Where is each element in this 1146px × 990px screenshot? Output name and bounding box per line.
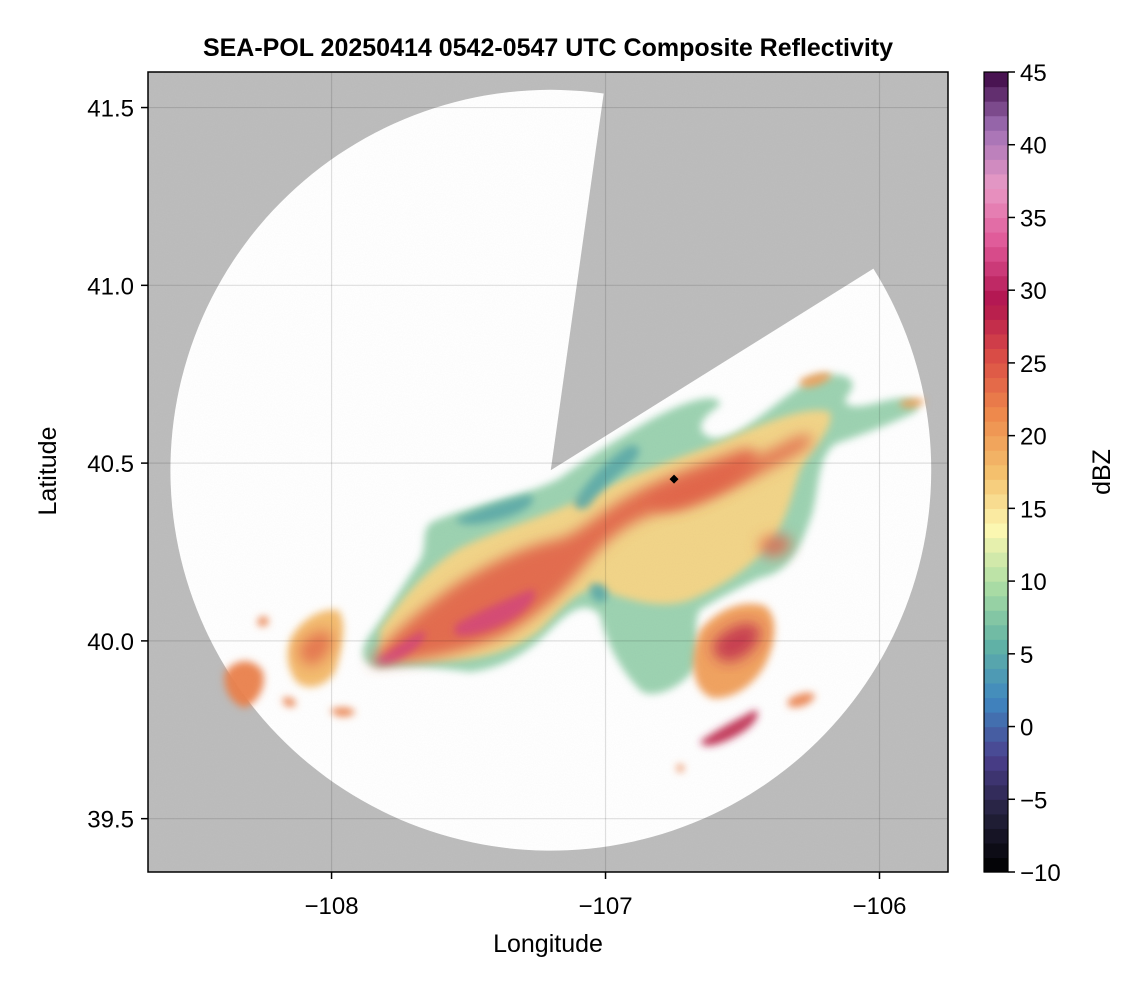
colorbar-segment <box>984 421 1008 437</box>
chart-title: SEA-POL 20250414 0542-0547 UTC Composite… <box>203 34 893 62</box>
colorbar: −10 −5 0 5 10 15 20 25 30 35 40 45 dBZ <box>983 60 1116 887</box>
colorbar-tick-label: 25 <box>1020 351 1047 378</box>
colorbar-segment <box>984 232 1008 248</box>
colorbar-tick-label: 10 <box>1020 569 1047 596</box>
y-tick-label: 40.0 <box>87 629 134 656</box>
y-tick-label: 39.5 <box>87 807 134 834</box>
colorbar-tick-label: −10 <box>1020 860 1061 887</box>
colorbar-segment <box>984 130 1008 146</box>
colorbar-segment <box>984 392 1008 408</box>
x-tick-label: −106 <box>852 893 906 920</box>
x-tick-label: −107 <box>579 893 633 920</box>
colorbar-segment <box>984 217 1008 233</box>
colorbar-frame <box>983 71 1009 873</box>
y-axis: 39.5 40.0 40.5 41.0 41.5 <box>87 96 148 834</box>
colorbar-tick-label: 0 <box>1020 715 1033 742</box>
colorbar-tick-label: 20 <box>1020 424 1047 451</box>
colorbar-segment <box>984 857 1008 873</box>
echo-texture <box>148 72 948 872</box>
colorbar-segment <box>984 639 1008 655</box>
colorbar-segment <box>984 115 1008 131</box>
colorbar-segment <box>984 464 1008 480</box>
colorbar-segment <box>984 72 1008 88</box>
colorbar-tick-label: −5 <box>1020 787 1047 814</box>
colorbar-tick-label: 15 <box>1020 496 1047 523</box>
colorbar-segment <box>984 552 1008 568</box>
colorbar-tick-label: 30 <box>1020 278 1047 305</box>
colorbar-segment <box>984 697 1008 713</box>
colorbar-segment <box>984 101 1008 117</box>
colorbar-segment <box>984 319 1008 335</box>
y-axis-label: Latitude <box>34 427 62 516</box>
radar-site-marker <box>669 474 679 484</box>
colorbar-segment <box>984 610 1008 626</box>
colorbar-segment <box>984 159 1008 175</box>
colorbar-segment <box>984 624 1008 640</box>
colorbar-segments <box>984 72 1008 873</box>
colorbar-segment <box>984 362 1008 379</box>
colorbar-segment <box>984 581 1008 597</box>
colorbar-segment <box>984 246 1008 262</box>
colorbar-tick-label: 45 <box>1020 60 1047 87</box>
x-tick-label: −108 <box>305 893 359 920</box>
colorbar-segment <box>984 770 1008 786</box>
reflectivity-echoes <box>148 72 948 872</box>
colorbar-segment <box>984 784 1008 800</box>
colorbar-segment <box>984 173 1008 189</box>
colorbar-segment <box>984 290 1008 306</box>
colorbar-segment <box>984 755 1008 771</box>
colorbar-tick-label: 40 <box>1020 133 1047 160</box>
colorbar-segment <box>984 537 1008 553</box>
colorbar-ticks: −10 −5 0 5 10 15 20 25 30 35 40 45 <box>1008 60 1061 887</box>
colorbar-segment <box>984 188 1008 204</box>
colorbar-segment <box>984 799 1008 815</box>
colorbar-segment <box>984 668 1008 684</box>
colorbar-segment <box>984 304 1008 320</box>
colorbar-segment <box>984 595 1008 611</box>
colorbar-segment <box>984 508 1008 524</box>
colorbar-segment <box>984 261 1008 277</box>
colorbar-segment <box>984 493 1008 509</box>
colorbar-segment <box>984 712 1008 728</box>
colorbar-label: dBZ <box>1088 449 1116 495</box>
colorbar-segment <box>984 522 1008 539</box>
x-axis: −108 −107 −106 <box>305 872 907 920</box>
colorbar-segment <box>984 275 1008 291</box>
colorbar-segment <box>984 726 1008 742</box>
colorbar-segment <box>984 348 1008 364</box>
colorbar-tick-label: 5 <box>1020 642 1033 669</box>
colorbar-segment <box>984 406 1008 422</box>
y-tick-label: 41.0 <box>87 273 134 300</box>
colorbar-segment <box>984 86 1008 102</box>
colorbar-segment <box>984 741 1008 757</box>
colorbar-segment <box>984 202 1008 219</box>
grid-lines <box>148 72 948 872</box>
colorbar-segment <box>984 842 1008 859</box>
x-axis-label: Longitude <box>493 930 603 958</box>
y-tick-label: 41.5 <box>87 96 134 123</box>
plot-area <box>148 72 948 872</box>
colorbar-segment <box>984 813 1008 829</box>
colorbar-segment <box>984 333 1008 349</box>
y-tick-label: 40.5 <box>87 451 134 478</box>
colorbar-tick-label: 35 <box>1020 205 1047 232</box>
plot-frame <box>147 71 949 873</box>
colorbar-segment <box>984 144 1008 160</box>
colorbar-segment <box>984 377 1008 393</box>
colorbar-segment <box>984 682 1008 699</box>
colorbar-segment <box>984 653 1008 669</box>
colorbar-segment <box>984 435 1008 451</box>
colorbar-segment <box>984 566 1008 582</box>
colorbar-segment <box>984 479 1008 495</box>
colorbar-segment <box>984 450 1008 466</box>
colorbar-segment <box>984 828 1008 844</box>
